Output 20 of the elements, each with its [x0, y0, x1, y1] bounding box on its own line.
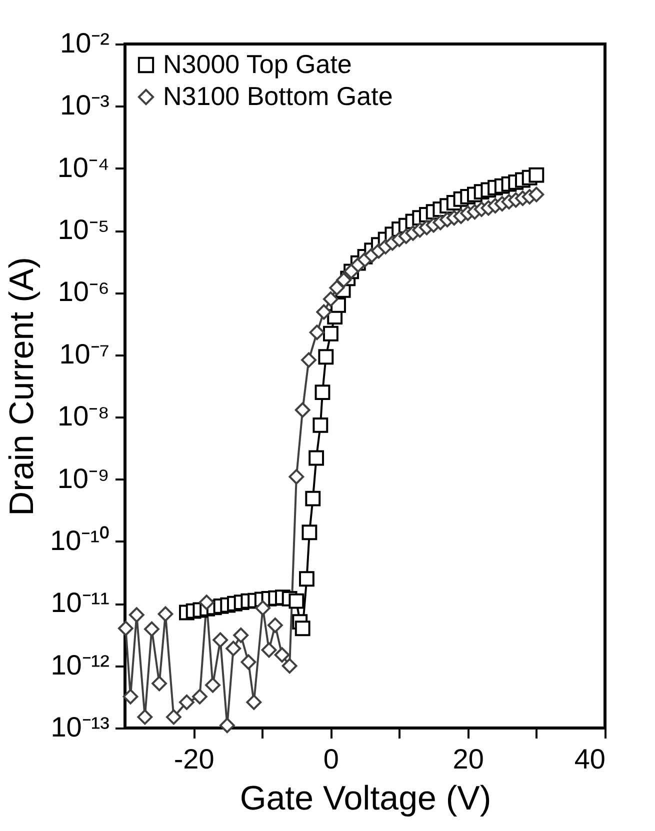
x-tick-label: 40: [574, 744, 606, 774]
x-axis-title: Gate Voltage (V): [240, 780, 492, 818]
legend-label: N3000 Top Gate: [163, 49, 352, 79]
y-tick-label: 10⁻²: [60, 28, 110, 58]
y-tick-label: 10⁻⁹: [57, 462, 110, 494]
y-tick-label: 10⁻¹²: [50, 649, 110, 680]
y-tick-label: 10⁻¹¹: [50, 587, 110, 618]
y-tick-label: 10⁻¹³: [50, 712, 110, 742]
y-axis-title: Drain Current (A): [3, 257, 42, 516]
y-tick-label: 10⁻⁴: [57, 152, 110, 183]
y-tick-label: 10⁻⁷: [59, 338, 110, 370]
y-tick-label: 10⁻¹⁰: [50, 524, 110, 556]
y-tick-label: 10⁻⁵: [58, 214, 110, 246]
y-tick-label: 10⁻⁸: [58, 400, 110, 432]
y-tick-label: 10⁻⁶: [58, 276, 110, 308]
y-tick-label: 10⁻³: [60, 90, 110, 121]
x-tick-label: 20: [452, 744, 484, 774]
legend-label: N3100 Bottom Gate: [163, 81, 393, 111]
x-tick-label: 0: [323, 744, 340, 774]
x-tick-label: -20: [174, 744, 214, 774]
